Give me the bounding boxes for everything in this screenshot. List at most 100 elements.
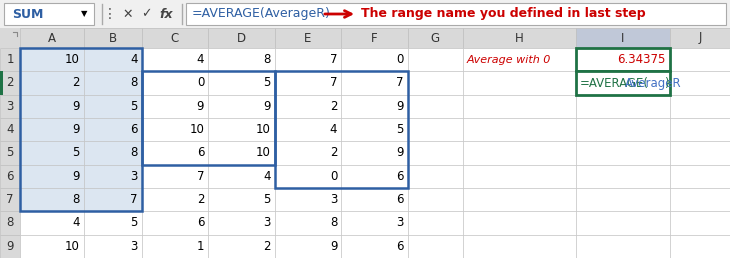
Text: 1: 1 bbox=[7, 53, 14, 66]
Bar bbox=[0, 188, 20, 211]
Text: 3: 3 bbox=[396, 216, 404, 230]
Bar bbox=[274, 211, 341, 235]
Bar bbox=[142, 71, 274, 165]
Text: 9: 9 bbox=[396, 147, 404, 159]
Bar bbox=[84, 235, 142, 258]
Text: 7: 7 bbox=[130, 193, 137, 206]
Bar bbox=[341, 95, 408, 118]
Text: 6: 6 bbox=[396, 170, 404, 183]
Bar bbox=[408, 28, 463, 48]
Bar bbox=[341, 71, 408, 95]
Bar bbox=[142, 95, 208, 118]
Bar bbox=[0, 71, 2, 95]
Bar bbox=[84, 28, 142, 48]
Bar bbox=[4, 3, 94, 25]
Text: ✕: ✕ bbox=[123, 7, 134, 20]
Bar bbox=[408, 48, 463, 71]
Bar bbox=[20, 28, 84, 48]
Text: 8: 8 bbox=[264, 53, 271, 66]
Text: 10: 10 bbox=[255, 123, 271, 136]
Bar bbox=[208, 141, 274, 165]
Bar bbox=[274, 71, 341, 95]
Bar bbox=[20, 211, 84, 235]
Text: 10: 10 bbox=[65, 240, 80, 253]
Bar bbox=[463, 165, 577, 188]
Text: 5: 5 bbox=[7, 147, 14, 159]
Text: Average with 0: Average with 0 bbox=[467, 55, 551, 65]
Bar bbox=[408, 95, 463, 118]
Bar bbox=[669, 48, 730, 71]
Bar bbox=[84, 141, 142, 165]
Text: 0: 0 bbox=[330, 170, 337, 183]
Text: 5: 5 bbox=[130, 100, 137, 113]
Bar bbox=[463, 28, 577, 48]
Text: 5: 5 bbox=[130, 216, 137, 230]
Text: 8: 8 bbox=[72, 193, 80, 206]
Text: ): ) bbox=[664, 77, 669, 90]
Bar bbox=[669, 211, 730, 235]
Bar bbox=[20, 118, 84, 141]
Text: F: F bbox=[372, 31, 378, 44]
Bar bbox=[408, 118, 463, 141]
Bar bbox=[274, 71, 408, 188]
Bar bbox=[408, 188, 463, 211]
Bar bbox=[577, 71, 669, 95]
Bar bbox=[142, 165, 208, 188]
Bar bbox=[20, 141, 84, 165]
Text: 8: 8 bbox=[7, 216, 14, 230]
Bar bbox=[341, 28, 408, 48]
Text: 9: 9 bbox=[264, 100, 271, 113]
Bar bbox=[0, 141, 20, 165]
Bar bbox=[577, 165, 669, 188]
Bar bbox=[341, 188, 408, 211]
Text: 0: 0 bbox=[396, 53, 404, 66]
Text: 10: 10 bbox=[189, 123, 204, 136]
Bar bbox=[341, 48, 408, 71]
Text: 9: 9 bbox=[72, 123, 80, 136]
Bar bbox=[577, 188, 669, 211]
Bar bbox=[0, 71, 20, 95]
Text: 7: 7 bbox=[7, 193, 14, 206]
Bar bbox=[669, 141, 730, 165]
Bar bbox=[208, 211, 274, 235]
Bar bbox=[0, 28, 730, 48]
Text: 4: 4 bbox=[130, 53, 137, 66]
Bar bbox=[84, 165, 142, 188]
Bar bbox=[669, 235, 730, 258]
Bar bbox=[142, 235, 208, 258]
Bar bbox=[341, 211, 408, 235]
Bar bbox=[274, 28, 341, 48]
Bar bbox=[669, 28, 730, 48]
Bar bbox=[341, 141, 408, 165]
Text: 7: 7 bbox=[330, 77, 337, 90]
Text: fx: fx bbox=[159, 7, 173, 20]
Bar bbox=[463, 188, 577, 211]
Bar bbox=[669, 188, 730, 211]
Bar bbox=[274, 235, 341, 258]
Bar bbox=[186, 3, 726, 25]
Bar bbox=[142, 48, 208, 71]
Text: 6: 6 bbox=[196, 216, 204, 230]
Text: 9: 9 bbox=[72, 170, 80, 183]
Text: E: E bbox=[304, 31, 312, 44]
Bar bbox=[84, 95, 142, 118]
Bar bbox=[463, 118, 577, 141]
Bar bbox=[0, 48, 20, 71]
Text: 2: 2 bbox=[196, 193, 204, 206]
Text: A: A bbox=[48, 31, 56, 44]
Bar bbox=[274, 188, 341, 211]
Text: =AVERAGE(: =AVERAGE( bbox=[580, 77, 648, 90]
Text: 5: 5 bbox=[72, 147, 80, 159]
Bar bbox=[669, 71, 730, 95]
Text: 4: 4 bbox=[7, 123, 14, 136]
Bar bbox=[274, 95, 341, 118]
Bar bbox=[208, 165, 274, 188]
Bar bbox=[20, 48, 84, 71]
Text: 2: 2 bbox=[330, 100, 337, 113]
Text: 3: 3 bbox=[130, 170, 137, 183]
Bar bbox=[577, 118, 669, 141]
Text: 3: 3 bbox=[7, 100, 14, 113]
Bar bbox=[84, 118, 142, 141]
Text: H: H bbox=[515, 31, 524, 44]
Text: 6.34375: 6.34375 bbox=[618, 53, 666, 66]
